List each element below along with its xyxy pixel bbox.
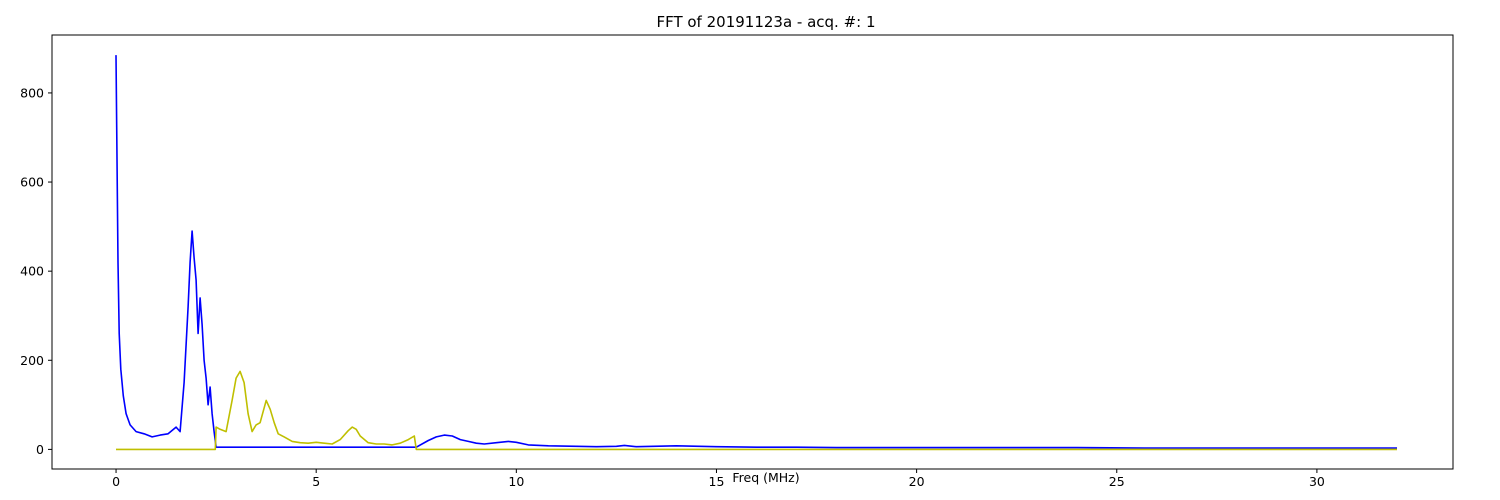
x-tick-label: 5: [312, 474, 320, 489]
x-axis: 0 5 10 15 20 25 30: [112, 469, 1325, 489]
x-tick-label: 10: [508, 474, 524, 489]
x-tick-label: 20: [909, 474, 925, 489]
x-tick-label: 30: [1309, 474, 1325, 489]
y-tick-label: 600: [20, 175, 44, 190]
y-tick-label: 200: [20, 353, 44, 368]
series-line-2: [116, 370, 1397, 451]
plot-area: [115, 55, 1397, 451]
y-axis: 0 200 400 600 800: [20, 85, 52, 457]
y-tick-label: 400: [20, 264, 44, 279]
y-tick-label: 800: [20, 85, 44, 100]
y-tick-label: 0: [36, 442, 44, 457]
x-tick-label: 0: [112, 474, 120, 489]
x-tick-label: 25: [1109, 474, 1125, 489]
x-axis-label: Freq (MHz): [732, 470, 799, 485]
chart-title: FFT of 20191123a - acq. #: 1: [656, 13, 875, 31]
axes-frame: [51, 34, 1454, 470]
x-tick-label: 15: [709, 474, 725, 489]
